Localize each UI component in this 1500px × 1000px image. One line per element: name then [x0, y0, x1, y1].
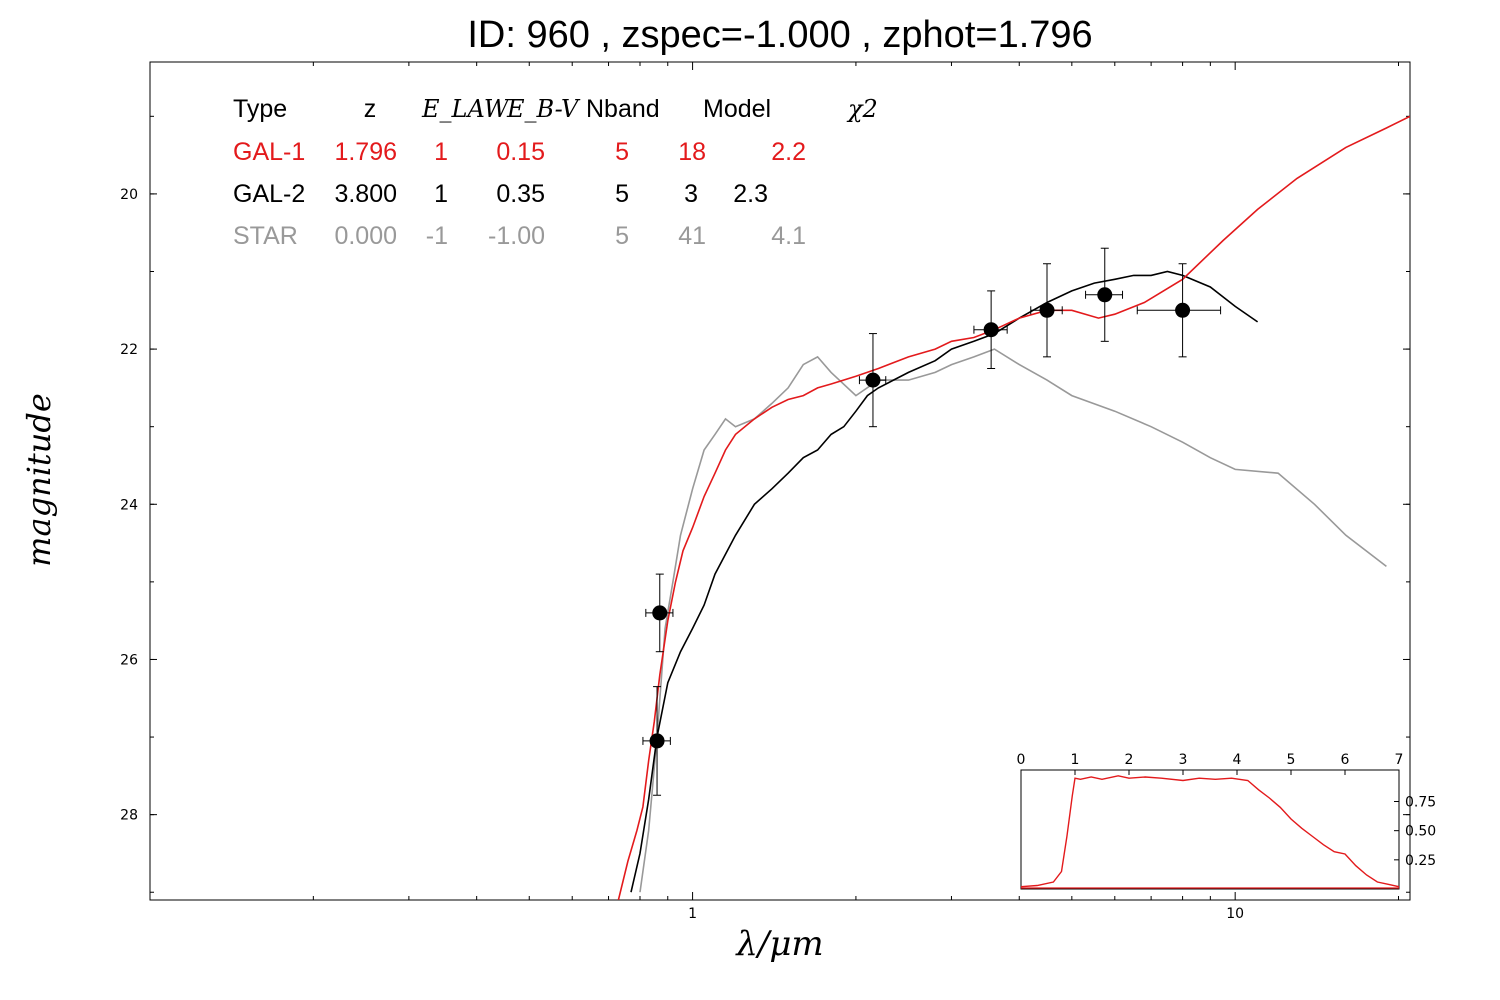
inset-x-tick-label: 4: [1233, 752, 1242, 768]
table-cell: 5: [615, 222, 629, 250]
y-tick-label: 20: [120, 187, 138, 203]
table-cell: 0.000: [334, 222, 397, 250]
x-tick-label: 10: [1226, 906, 1244, 922]
inset-frame: [1020, 769, 1400, 890]
inset-x-tick-label: 7: [1395, 752, 1404, 768]
inset-x-tick-label: 2: [1125, 752, 1134, 768]
photometry-point: [983, 322, 999, 338]
inset-x-tick-label: 1: [1071, 752, 1080, 768]
table-cell: 0.35: [496, 180, 545, 208]
table-cell: STAR: [233, 222, 298, 250]
y-tick-label: 26: [120, 652, 138, 668]
inset-x-tick-label: 3: [1179, 752, 1188, 768]
photometry-point: [865, 372, 881, 388]
table-cell: 2.3: [733, 180, 768, 208]
table-cell: 41: [678, 222, 706, 250]
table-cell: 5: [615, 180, 629, 208]
inset-y-tick-label: 0.50: [1405, 824, 1436, 840]
series-line-gal-2: [630, 270, 1259, 893]
chart-title: ID: 960 , zspec=-1.000 , zphot=1.796: [467, 14, 1093, 56]
photometry-point: [1039, 302, 1055, 318]
filter-inset: 0 1 2 3 4 5 6 7 0.25 0.50 0.75: [1017, 752, 1436, 890]
table-cell: 0.15: [496, 138, 545, 166]
series-line-star: [639, 348, 1387, 893]
inset-x-tick-label: 6: [1341, 752, 1350, 768]
inset-y-tick-label: 0.75: [1405, 795, 1436, 811]
table-cell: GAL-2: [233, 180, 305, 208]
inset-y-tick-label: 0.25: [1405, 853, 1436, 869]
table-header: E_B-V: [506, 95, 581, 123]
table-cell: 3: [684, 180, 698, 208]
table-header: χ2: [846, 95, 878, 123]
photometry-point: [1097, 287, 1113, 303]
table-header: z: [364, 95, 377, 123]
photometry-point: [1175, 302, 1191, 318]
series-line-gal-1: [617, 115, 1410, 900]
table-cell: 18: [678, 138, 706, 166]
table-cell: 3.800: [334, 180, 397, 208]
table-cell: GAL-1: [233, 138, 305, 166]
plot-frame: [149, 61, 1411, 901]
table-cell: 2.2: [771, 138, 806, 166]
table-cell: -1: [426, 222, 448, 250]
y-axis-label: magnitude: [20, 393, 58, 567]
y-tick-label: 22: [120, 342, 138, 358]
photometry-point: [652, 605, 668, 621]
table-header: E_LAW: [421, 95, 511, 123]
inset-x-tick-label: 5: [1287, 752, 1296, 768]
table-cell: 4.1: [771, 222, 806, 250]
photometry-points: [642, 247, 1222, 796]
table-cell: 1: [434, 138, 448, 166]
table-cell: -1.00: [488, 222, 545, 250]
inset-x-tick-label: 0: [1017, 752, 1026, 768]
table-cell: 1: [434, 180, 448, 208]
table-header: Model: [703, 95, 771, 123]
inset-filter-curve: [1020, 775, 1400, 888]
x-axis-label: λ/μm: [734, 924, 823, 964]
y-tick-label: 24: [120, 497, 138, 513]
x-tick-label: 1: [688, 906, 697, 922]
photometry-point: [649, 733, 665, 749]
model-lines: [617, 115, 1410, 900]
y-tick-label: 28: [120, 808, 138, 824]
table-cell: 5: [615, 138, 629, 166]
table-cell: 1.796: [334, 138, 397, 166]
table-header: Type: [233, 95, 287, 123]
table-header: Nband: [586, 95, 660, 123]
